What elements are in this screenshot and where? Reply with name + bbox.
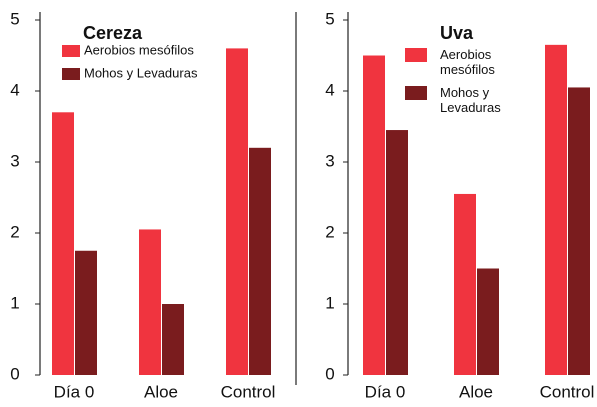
chart-title: Cereza — [83, 23, 143, 43]
bar — [75, 250, 97, 375]
legend-swatch — [62, 45, 80, 57]
y-tick-label: 1 — [325, 293, 334, 312]
y-tick-label: 3 — [10, 151, 19, 170]
bar — [52, 112, 74, 376]
bar — [363, 55, 385, 375]
bar — [477, 268, 499, 375]
legend-label: Aerobios mesófilos — [84, 42, 194, 57]
legend-swatch — [62, 68, 80, 80]
x-tick-label: Aloe — [144, 382, 178, 401]
legend-label: Mohos y Levaduras — [84, 65, 198, 80]
x-tick-label: Aloe — [459, 382, 493, 401]
bar — [454, 193, 476, 375]
bar — [249, 147, 271, 375]
bar — [545, 44, 567, 375]
y-tick-label: 4 — [10, 80, 19, 99]
y-tick-label: 0 — [325, 364, 334, 383]
bar — [226, 48, 248, 376]
x-tick-label: Día 0 — [365, 382, 406, 401]
y-tick-label: 2 — [10, 222, 19, 241]
y-tick-label: 5 — [10, 9, 19, 28]
legend-box: Aerobios mesófilos — [440, 47, 495, 77]
bar — [162, 304, 184, 375]
legend-swatch — [405, 86, 427, 100]
legend-label: Aerobios mesófilos — [440, 47, 495, 77]
legend-swatch — [405, 48, 427, 62]
y-tick-label: 5 — [325, 9, 334, 28]
y-tick-label: 2 — [325, 222, 334, 241]
x-tick-label: Día 0 — [54, 382, 95, 401]
y-tick-label: 3 — [325, 151, 334, 170]
x-tick-label: Control — [221, 382, 276, 401]
bar — [139, 229, 161, 375]
chart-title: Uva — [440, 23, 474, 43]
bar — [568, 87, 590, 375]
y-tick-label: 4 — [325, 80, 334, 99]
bar — [386, 130, 408, 375]
legend-label: Mohos y Levaduras — [440, 85, 501, 115]
x-tick-label: Control — [540, 382, 595, 401]
legend-box: Mohos y Levaduras — [440, 85, 501, 115]
y-tick-label: 0 — [10, 364, 19, 383]
y-tick-label: 1 — [10, 293, 19, 312]
